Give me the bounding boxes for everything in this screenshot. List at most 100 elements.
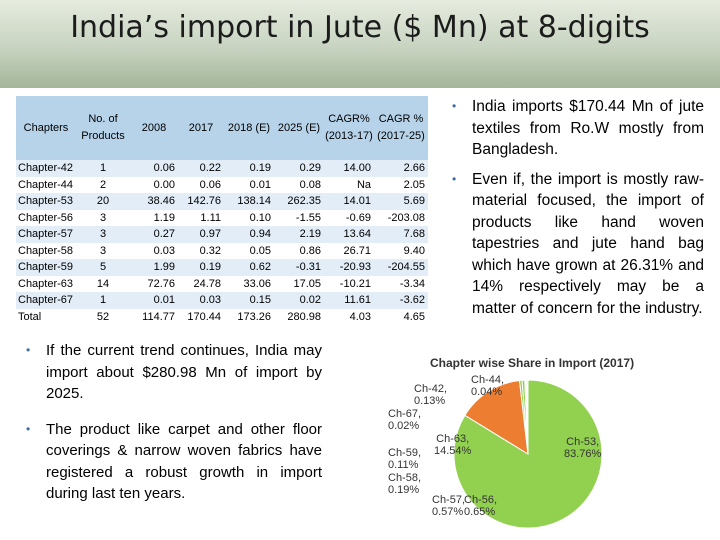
table-cell: 0.15 bbox=[224, 292, 274, 309]
table-cell: 14 bbox=[96, 277, 110, 290]
table-cell: 170.44 bbox=[187, 310, 221, 323]
table-cell: 0.19 bbox=[178, 259, 224, 276]
pie-slice bbox=[464, 379, 529, 455]
table-cell: 0.29 bbox=[274, 160, 324, 177]
pie-label-chapter: Ch-44, bbox=[471, 374, 505, 386]
table-cell: 138.14 bbox=[224, 193, 274, 210]
table-cell: 0.97 bbox=[178, 226, 224, 243]
table-cell: 0.08 bbox=[299, 178, 321, 191]
page-title: India’s import in Jute ($ Mn) at 8-digit… bbox=[70, 10, 650, 45]
bullet-item: • The product like carpet and other floo… bbox=[26, 419, 322, 505]
pie-label: Ch-44, 0.04% bbox=[471, 374, 504, 398]
table-cell: 2 bbox=[99, 178, 107, 191]
table-cell: 262.35 bbox=[274, 193, 324, 210]
bullet-item: • If the current trend continues, India … bbox=[26, 340, 322, 405]
table-cell: 0.94 bbox=[224, 226, 274, 243]
table-row: Chapter-44 2 0.00 0.06 0.01 0.08 Na 2.05 bbox=[16, 177, 428, 194]
pie-label: Ch-63, 14.54% bbox=[434, 433, 471, 457]
header-2017: 2017 bbox=[178, 96, 224, 160]
table-cell: 14.01 bbox=[324, 193, 374, 210]
table-body: Chapter-42 1 0.06 0.22 0.19 0.29 14.00 2.66 Chap… bbox=[16, 160, 428, 325]
pie-label: Ch-56, 0.65% bbox=[464, 494, 497, 518]
bullet-text: Even if, the import is mostly raw-materi… bbox=[472, 170, 704, 317]
table-cell: 4.65 bbox=[403, 310, 425, 323]
table-cell: 0.01 bbox=[130, 292, 178, 309]
pie-label-percent: 0.11% bbox=[388, 459, 419, 471]
table-cell: Na bbox=[356, 178, 371, 191]
row-chapter: Total bbox=[18, 310, 42, 323]
pie-label-percent: 0.04% bbox=[471, 386, 503, 398]
table-cell: 0.19 bbox=[224, 160, 274, 177]
header-products: No. of Products bbox=[76, 96, 130, 160]
header-2008: 2008 bbox=[130, 96, 178, 160]
pie-label-percent: 0.65% bbox=[464, 506, 496, 518]
row-chapter: Chapter-58 bbox=[18, 244, 74, 257]
pie-label-chapter: Ch-53, bbox=[566, 436, 600, 448]
row-chapter: Chapter-42 bbox=[16, 160, 76, 177]
pie-label: Ch-59, 0.11% bbox=[388, 447, 421, 471]
table-cell: 14.00 bbox=[324, 160, 374, 177]
table-cell: 3 bbox=[99, 211, 107, 224]
table-cell: -1.55 bbox=[295, 211, 321, 224]
table-cell: -10.21 bbox=[339, 277, 371, 290]
header-chapters: Chapters bbox=[16, 96, 76, 160]
table-cell: 38.46 bbox=[130, 193, 178, 210]
table-cell: 0.86 bbox=[299, 244, 321, 257]
pie-label-percent: 0.19% bbox=[388, 484, 420, 496]
table-row: Chapter-58 3 0.03 0.32 0.05 0.86 26.71 9.40 bbox=[16, 243, 428, 260]
row-chapter: Chapter-67 bbox=[16, 292, 76, 309]
pie-label: Ch-58, 0.19% bbox=[388, 472, 421, 496]
table-cell: 3 bbox=[99, 244, 107, 257]
bullet-dot: • bbox=[452, 99, 457, 113]
table-cell: 2.66 bbox=[374, 160, 428, 177]
table-cell: 1.11 bbox=[200, 211, 221, 224]
row-chapter: Chapter-53 bbox=[16, 193, 76, 210]
pie-label-chapter: Ch-59, bbox=[388, 447, 422, 459]
table-row: Chapter-63 14 72.76 24.78 33.06 17.05 -10.21 -3… bbox=[16, 276, 428, 293]
bullet-dot: • bbox=[26, 421, 31, 436]
table-cell: 52 bbox=[96, 310, 110, 323]
table-cell: 20 bbox=[76, 193, 130, 210]
table-cell: 17.05 bbox=[293, 277, 321, 290]
table-cell: 280.98 bbox=[287, 310, 321, 323]
bullet-item: • Even if, the import is mostly raw-mate… bbox=[452, 169, 704, 320]
header-2018e: 2018 (E) bbox=[224, 96, 274, 160]
table-cell: 0.62 bbox=[224, 259, 274, 276]
header-cagr-2017-25: CAGR % (2017-25) bbox=[374, 96, 428, 160]
row-chapter: Chapter-57 bbox=[16, 226, 76, 243]
table-cell: 0.02 bbox=[274, 292, 324, 309]
pie-label-percent: 0.02% bbox=[388, 420, 420, 432]
table-cell: -20.93 bbox=[324, 259, 374, 276]
table-cell: 0.06 bbox=[130, 160, 178, 177]
pie-label-percent: 0.13% bbox=[414, 395, 446, 407]
table-row: Chapter-42 1 0.06 0.22 0.19 0.29 14.00 2.66 bbox=[16, 160, 428, 177]
bullet-item: • India imports $170.44 Mn of jute texti… bbox=[452, 96, 704, 161]
table-cell: 13.64 bbox=[324, 226, 374, 243]
table-row: Total 52 114.77 170.44 173.26 280.98 4.03 4.65 bbox=[16, 309, 428, 326]
table-cell: 0.27 bbox=[130, 226, 178, 243]
table-cell: -0.69 bbox=[345, 211, 371, 224]
table-cell: 0.00 bbox=[153, 178, 175, 191]
table-cell: 11.61 bbox=[324, 292, 374, 309]
table-cell: 2.05 bbox=[403, 178, 425, 191]
left-bullets: • If the current trend continues, India … bbox=[26, 340, 322, 519]
pie-label-percent: 83.76% bbox=[564, 448, 602, 460]
table-cell: -3.62 bbox=[374, 292, 428, 309]
table-row: Chapter-53 20 38.46 142.76 138.14 262.35 14.01… bbox=[16, 193, 428, 210]
table-cell: 0.03 bbox=[153, 244, 175, 257]
table-cell: 5.69 bbox=[374, 193, 428, 210]
header-2025e: 2025 (E) bbox=[274, 96, 324, 160]
table-cell: 142.76 bbox=[178, 193, 224, 210]
table-cell: 1 bbox=[76, 160, 130, 177]
table-cell: -0.31 bbox=[274, 259, 324, 276]
pie-label-chapter: Ch-42, bbox=[414, 383, 448, 395]
table-cell: 173.26 bbox=[237, 310, 271, 323]
header-cagr-2013-17: CAGR% (2013-17) bbox=[324, 96, 374, 160]
table-cell: 72.76 bbox=[147, 277, 175, 290]
row-chapter: Chapter-56 bbox=[18, 211, 74, 224]
table-row: Chapter-56 3 1.19 1.11 0.10 -1.55 -0.69 -203.08 bbox=[16, 210, 428, 227]
table-cell: 0.10 bbox=[249, 211, 271, 224]
table-cell: 4.03 bbox=[349, 310, 371, 323]
bullet-dot: • bbox=[26, 343, 31, 357]
